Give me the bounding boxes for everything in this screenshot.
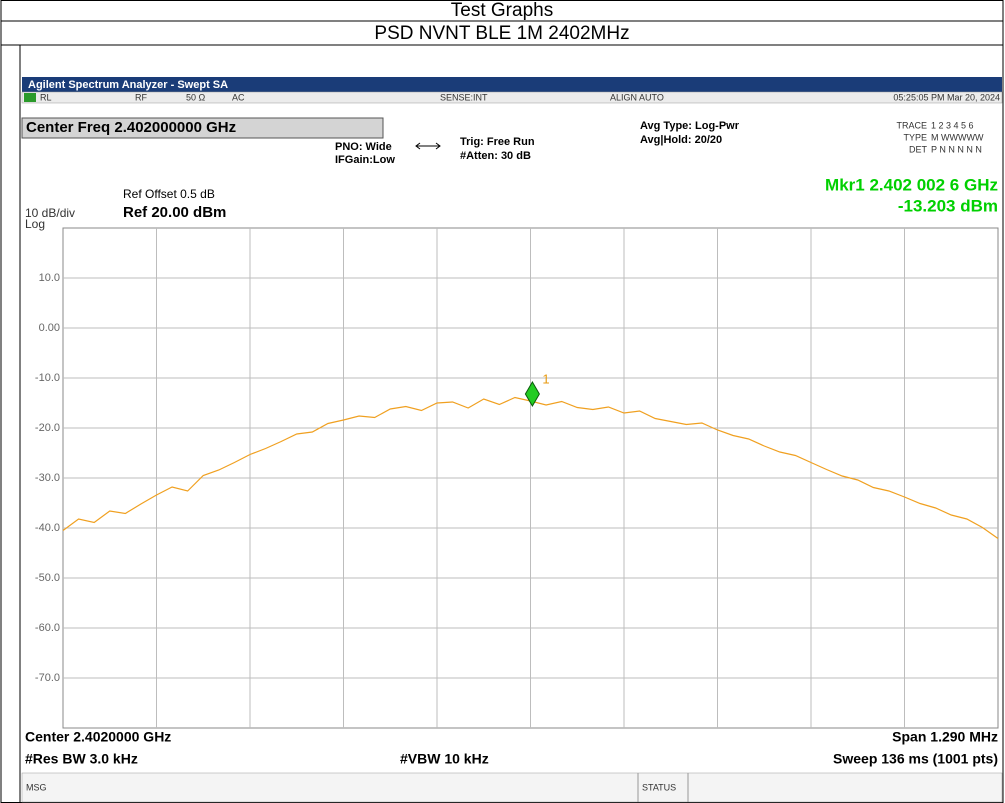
scale: 10 dB/div (25, 206, 75, 220)
footer-sweep: Sweep 136 ms (1001 pts) (833, 751, 998, 767)
marker-label: 1 (542, 371, 549, 386)
type-values: M WWWWW (931, 132, 984, 142)
y-tick-label: -20.0 (35, 422, 60, 434)
ref-level: Ref 20.00 dBm (123, 204, 226, 221)
footer-center: Center 2.4020000 GHz (25, 729, 171, 745)
header-subtitle: PSD NVNT BLE 1M 2402MHz (374, 23, 629, 44)
y-tick-label: -50.0 (35, 572, 60, 584)
window-title: Agilent Spectrum Analyzer - Swept SA (28, 79, 228, 91)
msg: MSG (26, 782, 47, 792)
avg-hold: Avg|Hold: 20/20 (640, 134, 722, 146)
footer-rbw: #Res BW 3.0 kHz (25, 751, 138, 767)
header-title: Test Graphs (451, 0, 553, 21)
det-values: P N N N N N (931, 144, 982, 154)
atten: #Atten: 30 dB (460, 150, 531, 162)
status-rl: RL (40, 92, 52, 102)
marker-level: -13.203 dBm (898, 196, 998, 215)
plot: 10.0 0.00 -10.0 -20.0 -30.0 -40.0 -50.0 -60.0 -7… (35, 227, 999, 729)
y-tick-label: -10.0 (35, 372, 60, 384)
trace-label: TRACE (896, 120, 927, 130)
pno: PNO: Wide (335, 141, 392, 153)
lxi-icon (24, 93, 36, 102)
y-tick-label: -60.0 (35, 622, 60, 634)
y-tick-label: 0.00 (39, 322, 60, 334)
status-time: 05:25:05 PM Mar 20, 2024 (893, 92, 1000, 102)
center-freq: Center Freq 2.402000000 GHz (26, 119, 236, 136)
status-impedance: 50 Ω (186, 92, 206, 102)
trig-arrow (415, 142, 441, 150)
trig: Trig: Free Run (460, 136, 535, 148)
status-rf: RF (135, 92, 147, 102)
window-title-bar (22, 77, 1002, 92)
det-label: DET (909, 144, 928, 154)
y-tick-label: 10.0 (39, 272, 60, 284)
status-align: ALIGN AUTO (610, 92, 664, 102)
avg-type: Avg Type: Log-Pwr (640, 120, 740, 132)
footer-span: Span 1.290 MHz (892, 729, 998, 745)
message-bar (21, 772, 1003, 803)
marker-freq: Mkr1 2.402 002 6 GHz (825, 175, 998, 194)
scale-type: Log (25, 217, 45, 231)
ref-offset: Ref Offset 0.5 dB (123, 187, 215, 201)
ifgain: IFGain:Low (335, 154, 395, 166)
y-tick-label: -40.0 (35, 522, 60, 534)
center-freq-box (21, 117, 384, 139)
y-tick-label: -30.0 (35, 472, 60, 484)
footer-vbw: #VBW 10 kHz (400, 751, 489, 767)
trace-values: 1 2 3 4 5 6 (931, 120, 974, 130)
status-coupling: AC (232, 92, 245, 102)
status: STATUS (642, 782, 676, 792)
status-sense: SENSE:INT (440, 92, 488, 102)
status-bar (21, 91, 1003, 104)
y-tick-label: -70.0 (35, 672, 60, 684)
type-label: TYPE (903, 132, 927, 142)
marker (524, 381, 540, 408)
